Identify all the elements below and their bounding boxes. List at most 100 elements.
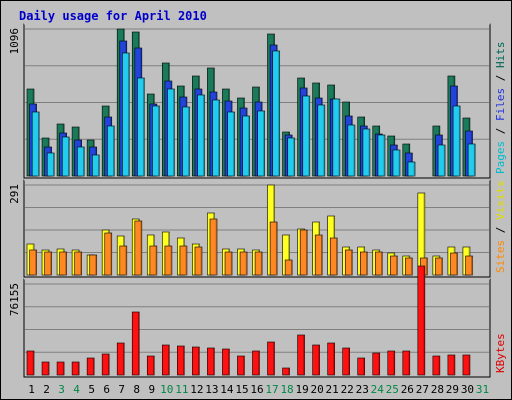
legend-text: Pages / Files / Hits xyxy=(494,42,507,175)
bar-sites-day-15-shade xyxy=(245,252,248,275)
day-label-28: 28 xyxy=(431,383,444,396)
bar-sites-day-11 xyxy=(179,245,188,276)
bar-kbytes-day-5 xyxy=(86,357,95,376)
day-label-27: 27 xyxy=(416,383,429,396)
bar-kbytes-day-17 xyxy=(267,341,275,376)
bar-pages-day-5 xyxy=(92,154,100,177)
bar-sites-day-3-body xyxy=(59,251,67,276)
bar-kbytes-day-6-shade xyxy=(107,354,110,375)
bar-sites-day-16-shade xyxy=(260,252,263,275)
bar-sites-day-21 xyxy=(329,237,338,276)
bar-kbytes-day-14 xyxy=(222,348,230,376)
bar-sites-day-5-body xyxy=(89,254,98,276)
bar-sites-day-16 xyxy=(254,251,263,276)
bar-visits-day-18-shade xyxy=(288,235,290,275)
bar-pages-day-4 xyxy=(76,146,85,177)
bar-kbytes-day-15-shade xyxy=(243,356,245,375)
bar-pages-day-8-shade xyxy=(143,78,145,176)
day-label-3: 3 xyxy=(58,383,65,396)
chart-panels: 1096 Pages / Files / Hits 291 Sites / Visit… xyxy=(8,23,507,378)
bar-pages-day-20-shade xyxy=(323,105,325,176)
bar-sites-day-29 xyxy=(450,252,458,276)
bar-pages-day-16-shade xyxy=(263,111,265,176)
bar-pages-day-11 xyxy=(182,106,190,177)
bar-sites-day-14 xyxy=(224,251,233,276)
bar-sites-day-9-shade xyxy=(155,246,157,275)
bar-sites-day-14-shade xyxy=(230,252,233,275)
bar-kbytes-day-30 xyxy=(462,354,471,376)
bar-kbytes-day-28 xyxy=(432,355,441,376)
day-label-7: 7 xyxy=(118,383,125,396)
bar-sites-day-6-body xyxy=(104,232,113,276)
day-label-12: 12 xyxy=(190,383,203,396)
bar-pages-day-28 xyxy=(437,144,446,177)
bar-sites-day-22-shade xyxy=(351,250,353,275)
bar-sites-day-10 xyxy=(164,245,173,276)
bar-kbytes-day-8-shade xyxy=(138,312,140,375)
bar-sites-day-6-shade xyxy=(110,233,112,275)
bar-pages-day-11-shade xyxy=(188,107,190,176)
bar-kbytes-day-12-shade xyxy=(198,347,200,375)
bar-pages-day-6-shade xyxy=(113,126,115,176)
bar-sites-day-20 xyxy=(314,234,323,276)
bar-kbytes-day-1 xyxy=(26,350,35,376)
bar-sites-day-28 xyxy=(435,257,443,276)
day-label-5: 5 xyxy=(88,383,95,396)
bar-kbytes-day-27-shade xyxy=(423,266,425,375)
bar-sites-day-28-shade xyxy=(441,258,443,275)
day-label-16: 16 xyxy=(250,383,263,396)
bar-sites-day-10-shade xyxy=(170,246,172,275)
day-label-15: 15 xyxy=(235,383,248,396)
legend-pages-files-hits: Pages / Files / Hits xyxy=(494,42,507,175)
bar-pages-day-24-shade xyxy=(383,135,385,176)
legend-text: KBytes xyxy=(494,333,507,373)
bar-kbytes-day-6-body xyxy=(101,353,110,376)
day-label-6: 6 xyxy=(103,383,110,396)
bar-sites-day-30 xyxy=(465,255,473,276)
bar-sites-day-6 xyxy=(104,232,113,276)
bar-pages-day-30 xyxy=(467,143,476,177)
bar-kbytes-day-3 xyxy=(56,361,65,376)
bar-kbytes-day-18 xyxy=(282,367,290,376)
bar-kbytes-day-20-shade xyxy=(318,345,320,375)
bar-sites-day-22 xyxy=(344,249,353,276)
bar-pages-day-18-shade xyxy=(293,138,295,176)
bar-pages-day-22 xyxy=(347,124,356,177)
bar-kbytes-day-9 xyxy=(146,355,155,376)
bar-pages-day-30-shade xyxy=(473,144,476,176)
bar-kbytes-day-19-shade xyxy=(303,335,305,375)
day-label-18: 18 xyxy=(280,383,293,396)
bar-sites-day-1-shade xyxy=(35,250,37,275)
bar-kbytes-day-11-body xyxy=(177,345,185,376)
bar-sites-day-7 xyxy=(119,245,128,276)
bar-kbytes-day-22 xyxy=(342,347,350,376)
bar-pages-day-8 xyxy=(137,77,145,177)
bar-kbytes-day-4 xyxy=(71,361,80,376)
bar-sites-day-12 xyxy=(194,246,203,276)
legend-text: Sites / Visits xyxy=(494,180,507,273)
bar-pages-day-4-shade xyxy=(83,147,85,176)
bar-pages-day-14 xyxy=(227,111,235,177)
bar-sites-day-8 xyxy=(134,220,143,276)
bar-sites-day-15-body xyxy=(239,251,248,276)
bar-sites-day-27-shade xyxy=(426,258,428,275)
bar-kbytes-day-7-body xyxy=(116,342,125,376)
bar-kbytes-day-4-shade xyxy=(77,362,80,375)
day-label-22: 22 xyxy=(341,383,354,396)
bar-pages-day-3-shade xyxy=(68,137,70,176)
day-label-14: 14 xyxy=(220,383,234,396)
bar-pages-day-25 xyxy=(392,149,401,177)
bar-sites-day-25 xyxy=(390,255,398,276)
bar-kbytes-day-26-shade xyxy=(408,351,410,375)
bar-sites-day-2 xyxy=(44,251,52,276)
bar-kbytes-day-7 xyxy=(116,342,125,376)
y-max-label: 1096 xyxy=(8,28,21,55)
legend-separator: / xyxy=(494,121,507,141)
bar-pages-day-17 xyxy=(272,50,281,177)
bar-kbytes-day-1-shade xyxy=(32,351,34,375)
legend-hits: Hits xyxy=(494,42,507,69)
bar-kbytes-day-7-shade xyxy=(122,343,125,375)
legend-separator: / xyxy=(494,220,507,240)
